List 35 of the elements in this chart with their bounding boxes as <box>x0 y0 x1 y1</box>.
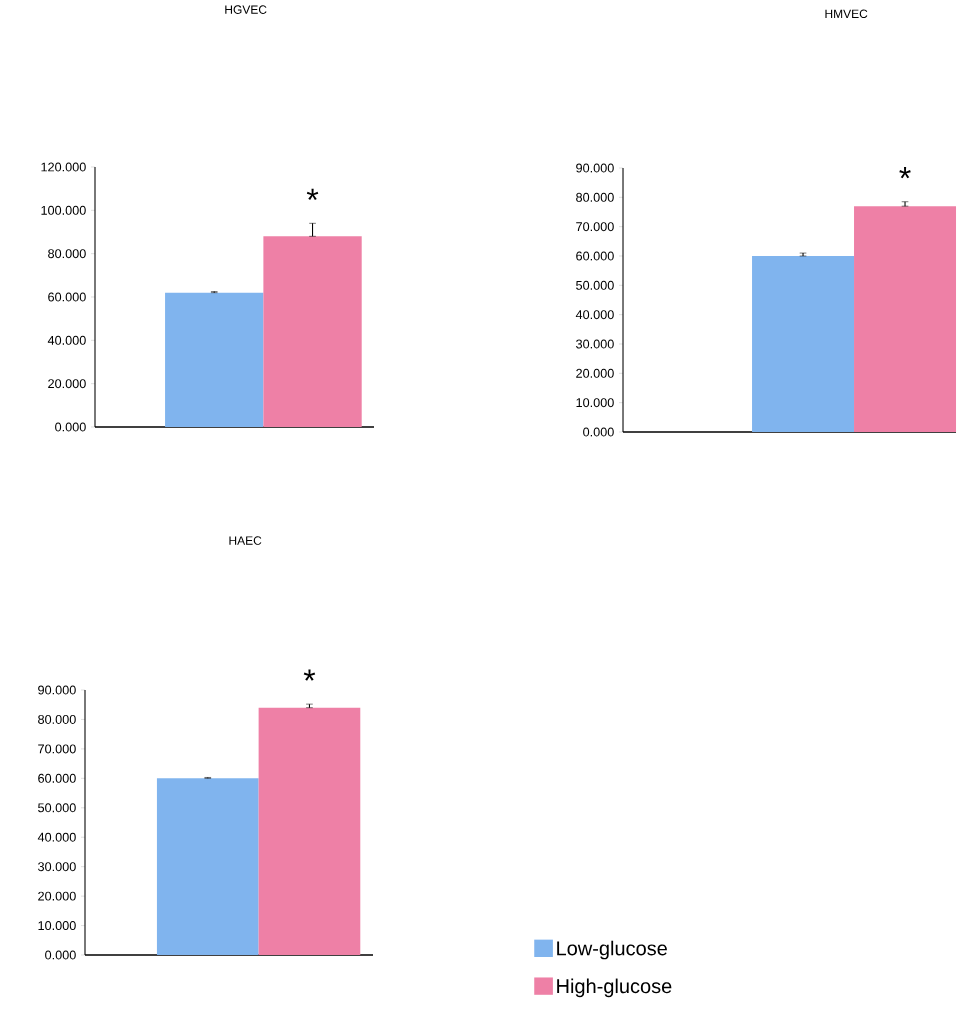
y-tick-label: 20.000 <box>38 891 76 901</box>
text: * <box>303 669 316 681</box>
y-tick-label: 60.000 <box>38 773 76 783</box>
annotation: * <box>306 188 319 201</box>
y-tick-label: 20.000 <box>48 379 86 389</box>
y-tick-label: 90.000 <box>576 163 614 173</box>
chart-title: HMVEC <box>825 9 868 19</box>
y-tick-label: 10.000 <box>576 398 614 408</box>
y-tick-label: 0.000 <box>55 422 86 432</box>
y-tick-label: 40.000 <box>575 310 614 320</box>
y-tick-label: 90.000 <box>38 685 76 695</box>
y-tick-label: 80.000 <box>48 249 86 259</box>
y-tick-label: 40.000 <box>37 832 76 842</box>
legend-label: Low-glucose <box>557 940 667 960</box>
y-tick-label: 100.000 <box>41 205 86 215</box>
y-tick-label: 20.000 <box>576 368 614 378</box>
y-tick-label: 30.000 <box>38 862 76 872</box>
y-tick-label: 40.000 <box>47 335 86 345</box>
legend-label: High-glucose <box>557 978 672 998</box>
y-tick-label: 80.000 <box>576 192 614 202</box>
annotation: * <box>899 167 911 179</box>
y-tick-label: 10.000 <box>38 921 76 931</box>
y-tick-label: 70.000 <box>576 222 614 232</box>
y-tick-label: 60.000 <box>576 251 614 261</box>
y-tick-label: 70.000 <box>38 744 76 754</box>
y-tick-label: 120.000 <box>41 162 86 172</box>
chart-title: HAEC <box>229 536 262 545</box>
y-tick-label: 50.000 <box>38 803 76 813</box>
y-tick-label: 80.000 <box>38 714 76 724</box>
y-tick-label: 60.000 <box>48 292 86 302</box>
y-tick-label: 0.000 <box>583 427 614 437</box>
y-tick-label: 50.000 <box>576 280 614 290</box>
y-tick-label: 0.000 <box>45 950 76 960</box>
chart-title: HGVEC <box>225 5 267 14</box>
y-tick-label: 30.000 <box>576 339 614 349</box>
